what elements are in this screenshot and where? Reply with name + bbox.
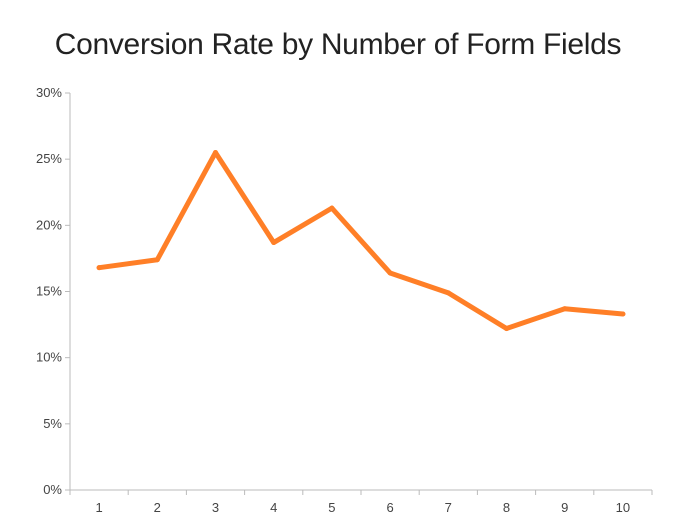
data-point	[504, 326, 509, 332]
y-tick-label: 5%	[43, 416, 62, 431]
y-tick-label: 25%	[36, 151, 62, 166]
data-point	[562, 306, 568, 312]
x-tick-label: 6	[386, 500, 393, 515]
data-point	[387, 270, 393, 276]
y-axis: 0% 5% 10% 15% 20% 25% 30%	[36, 85, 71, 497]
x-tick-label: 1	[95, 500, 102, 515]
data-point	[620, 311, 626, 317]
data-point	[329, 205, 335, 211]
data-point	[445, 290, 451, 296]
chart-title: Conversion Rate by Number of Form Fields	[54, 28, 622, 61]
y-tick-label: 20%	[36, 217, 62, 232]
series-layer	[96, 150, 626, 332]
data-point	[213, 150, 218, 156]
series-line	[96, 150, 626, 332]
y-tick-label: 10%	[36, 350, 62, 365]
x-tick-label: 4	[270, 500, 277, 515]
x-tick-label: 5	[328, 500, 335, 515]
y-tick-label: 30%	[36, 85, 62, 100]
x-tick-label: 9	[561, 500, 568, 515]
x-tick-label: 3	[212, 500, 219, 515]
x-axis: 1 2 3 4 5 6 7 8 9 10	[69, 489, 653, 515]
x-tick-label: 7	[445, 500, 452, 515]
data-point	[271, 240, 277, 246]
y-tick-label: 0%	[43, 482, 62, 497]
data-point	[96, 265, 102, 271]
data-point	[154, 257, 160, 263]
x-tick-label: 8	[503, 500, 510, 515]
x-tick-label: 10	[616, 500, 630, 515]
y-tick-label: 15%	[36, 284, 62, 299]
x-tick-label: 2	[154, 500, 161, 515]
